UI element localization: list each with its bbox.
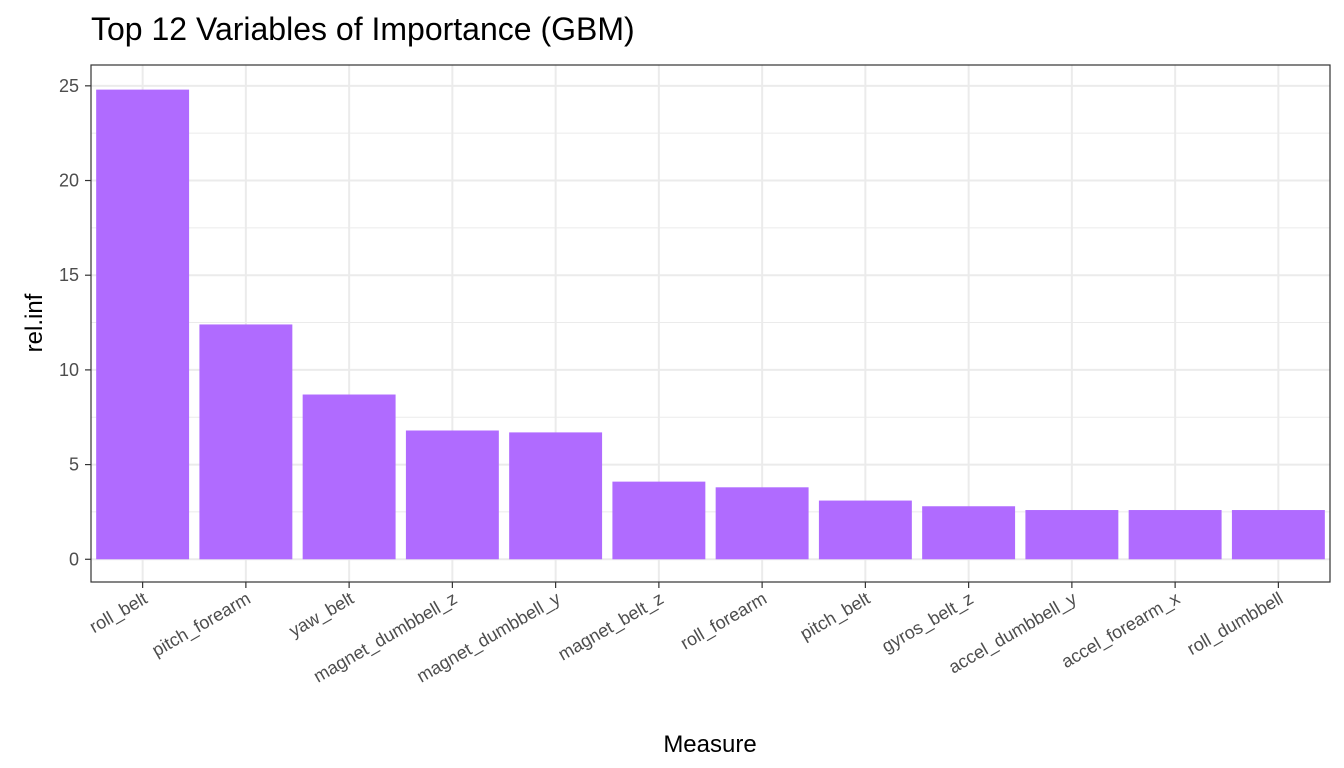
y-tick-label: 25	[59, 76, 79, 96]
plot-border	[90, 64, 1331, 583]
bar-accel-forearm-x	[1128, 510, 1222, 560]
x-tick-label: roll_dumbbell	[1184, 588, 1287, 660]
x-tick-label: roll_belt	[86, 588, 151, 638]
y-tick-label: 10	[59, 360, 79, 380]
y-axis: 0 5 10 15 20 25	[59, 76, 91, 569]
bar-magnet-belt-z	[612, 481, 706, 560]
x-axis-title: Measure	[663, 731, 756, 758]
bar-roll-belt	[96, 89, 190, 560]
y-tick-label: 15	[59, 265, 79, 285]
bar-roll-dumbbell	[1231, 510, 1325, 560]
y-tick-label: 20	[59, 171, 79, 191]
bar-roll-forearm	[715, 487, 809, 560]
x-tick-label: yaw_belt	[286, 588, 358, 642]
y-tick-label: 0	[69, 549, 79, 569]
bar-yaw-belt	[302, 394, 396, 560]
grid-major	[91, 65, 1330, 582]
grid-minor	[91, 132, 1330, 513]
bars	[96, 89, 1325, 560]
x-tick-label: magnet_belt_z	[555, 588, 668, 665]
bar-gyros-belt-z	[922, 506, 1016, 560]
bar-accel-dumbbell-y	[1025, 510, 1119, 560]
bar-pitch-belt	[818, 500, 912, 560]
y-tick-label: 5	[69, 455, 79, 475]
x-tick-label: gyros_belt_z	[878, 588, 977, 657]
chart-title: Top 12 Variables of Importance (GBM)	[91, 11, 635, 47]
bar-magnet-dumbbell-z	[405, 430, 499, 560]
bar-magnet-dumbbell-y	[509, 432, 603, 560]
plot-background	[91, 65, 1330, 582]
plot-area	[90, 64, 1331, 583]
y-axis-title: rel.inf	[21, 293, 48, 352]
x-tick-label: pitch_forearm	[149, 588, 255, 661]
x-tick-label: roll_forearm	[677, 588, 771, 654]
bar-pitch-forearm	[199, 324, 293, 560]
x-tick-label: pitch_belt	[797, 588, 874, 645]
